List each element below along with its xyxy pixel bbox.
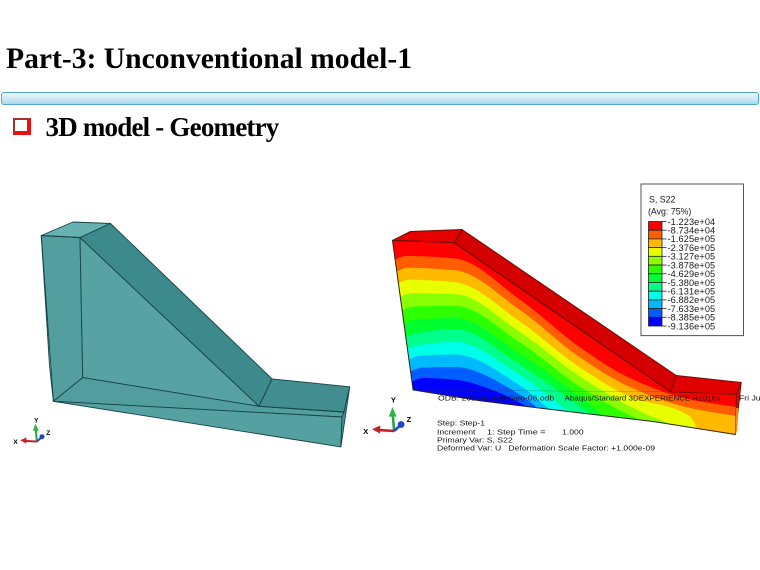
svg-text:Y: Y: [34, 418, 39, 425]
svg-text:Z: Z: [46, 430, 50, 437]
svg-text:-1.625e+05: -1.625e+05: [668, 234, 716, 244]
svg-text:-9.136e+05: -9.136e+05: [668, 321, 716, 331]
svg-text:-6.882e+05: -6.882e+05: [668, 295, 716, 305]
svg-text:-5.380e+05: -5.380e+05: [668, 278, 716, 288]
svg-text:-6.131e+05: -6.131e+05: [668, 286, 716, 296]
svg-text:-7.633e+05: -7.633e+05: [668, 304, 716, 314]
svg-text:Z: Z: [407, 415, 412, 424]
svg-text:S, S22: S, S22: [649, 195, 676, 205]
svg-text:Y: Y: [391, 395, 396, 404]
svg-text:-4.629e+05: -4.629e+05: [668, 269, 716, 279]
svg-text:-8.734e+04: -8.734e+04: [668, 226, 716, 236]
svg-text:(Avg: 75%): (Avg: 75%): [648, 207, 691, 217]
svg-text:-8.385e+05: -8.385e+05: [668, 313, 716, 323]
svg-text:X: X: [13, 439, 18, 446]
svg-text:-2.376e+05: -2.376e+05: [668, 243, 716, 253]
svg-text:-1.223e+04: -1.223e+04: [668, 217, 716, 227]
svg-text:-3.127e+05: -3.127e+05: [668, 252, 716, 262]
svg-text:X: X: [363, 427, 368, 436]
svg-text:-3.878e+05: -3.878e+05: [668, 260, 716, 270]
